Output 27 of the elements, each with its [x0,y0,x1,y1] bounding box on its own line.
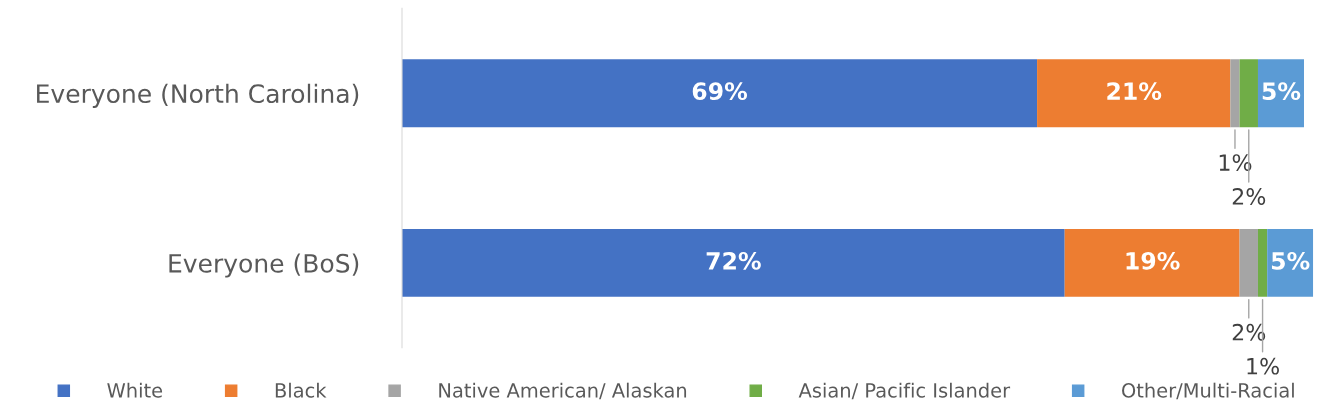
legend-label: White [107,382,163,398]
legend-label: Native American/ Alaskan [439,382,687,400]
data-label: 5% [1262,82,1301,101]
data-label: 1% [1247,357,1279,375]
data-label: 69% [692,82,748,101]
data-label: 5% [1271,251,1310,270]
bar [1257,228,1268,297]
data-label: 21% [1107,82,1162,101]
data-label: 19% [1126,251,1180,270]
bar [402,228,1065,297]
bar [1230,59,1240,128]
legend-label: Asian/ Pacific Islander [798,382,1011,400]
y-tick-label: Everyone (BoS) [169,253,359,278]
legend-label: Other/Multi-Racial [1122,382,1294,400]
bar [402,59,1038,128]
bar [1239,228,1258,297]
bar [1267,228,1314,297]
bar [1037,59,1231,128]
legend-label: Black [275,382,327,398]
data-label: 2% [1232,323,1266,341]
y-tick-label: Everyone (North Carolina) [37,83,359,108]
bar [1239,59,1258,128]
bar [1257,59,1304,128]
data-label: 2% [1232,188,1266,205]
data-label: 72% [706,251,761,270]
data-label: 1% [1219,154,1252,171]
bar [1064,228,1240,297]
